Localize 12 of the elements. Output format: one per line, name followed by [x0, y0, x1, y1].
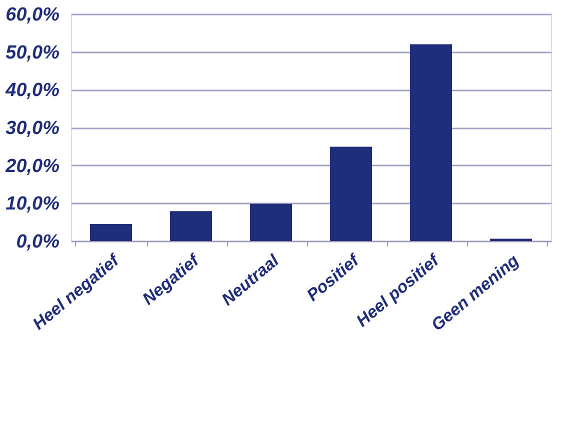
- y-tick-label: 50,0%: [6, 42, 60, 64]
- bar: [170, 211, 212, 241]
- y-tick-label: 20,0%: [4, 156, 60, 177]
- y-tick-label: 30,0%: [6, 118, 60, 139]
- y-tick-label: 0,0%: [16, 232, 60, 252]
- y-tick-label: 60,0%: [6, 4, 60, 26]
- bar: [330, 146, 372, 241]
- bar: [250, 204, 292, 241]
- bar: [90, 224, 132, 241]
- bar: [410, 44, 452, 241]
- y-tick-label: 10,0%: [6, 194, 60, 215]
- y-tick-label: 40,0%: [4, 80, 60, 102]
